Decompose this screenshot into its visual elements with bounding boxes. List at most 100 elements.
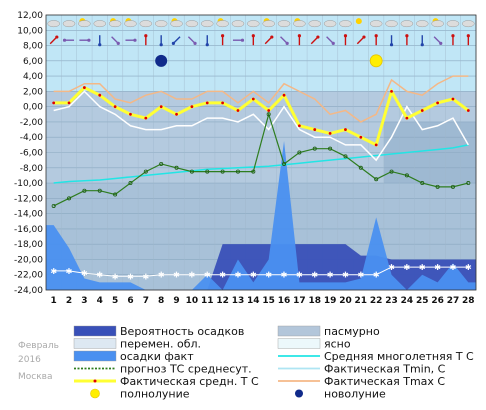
legend-swatch	[73, 325, 117, 337]
series-avg-point	[205, 101, 209, 105]
legend-item: прогноз ТС среднесут.	[74, 363, 252, 376]
legend-label: полнолуние	[120, 388, 190, 401]
legend-label: Вероятность осадков	[120, 325, 244, 338]
snow-mark: ✱	[404, 263, 411, 272]
x-tick-label: 18	[308, 296, 321, 306]
wind-arrow-icon	[374, 34, 378, 46]
snow-mark: ✱	[50, 267, 57, 276]
sun-cloud-icon	[170, 18, 183, 28]
cloud-shape	[462, 20, 475, 28]
wind-arrow-shaft	[187, 36, 196, 44]
y-tick-label: 6,00	[23, 57, 43, 67]
snow-mark: ✱	[357, 271, 364, 280]
precip-area	[46, 141, 476, 290]
cloud-shape	[139, 20, 153, 28]
sun-cloud-icon	[216, 18, 229, 28]
sun-cloud-icon	[78, 18, 91, 28]
wind-arrow-icon	[205, 35, 209, 47]
legend-label: новолуние	[324, 388, 386, 401]
y-tick-label: -20,00	[14, 255, 43, 265]
snow-mark: ✱	[311, 271, 318, 280]
cloud-icon	[416, 20, 429, 28]
x-tick-label: 17	[293, 296, 306, 306]
series-avg-point	[221, 101, 225, 105]
cloud-shape	[400, 20, 414, 28]
cloud-shape	[277, 20, 291, 28]
series-avg-point	[251, 97, 255, 101]
year-label: 2016	[18, 355, 41, 365]
cloud-icon	[62, 20, 76, 28]
series-forecast-point	[435, 184, 440, 189]
series-forecast-point	[189, 169, 194, 174]
wind-arrow-icon	[343, 34, 348, 46]
y-tick-label: -14,00	[14, 210, 43, 220]
cloud-icon	[154, 20, 168, 28]
legend-swatch	[277, 338, 321, 349]
legend-label: пасмурно	[324, 325, 380, 338]
wind-arrow-icon	[389, 35, 394, 47]
series-avg-point	[98, 93, 102, 97]
legend-item: ясно	[277, 338, 351, 351]
series-avg-point	[313, 128, 317, 131]
cloud-icon	[323, 20, 337, 28]
legend-label: Фактическая Tmin, С	[324, 363, 446, 376]
snow-mark: ✱	[373, 271, 380, 280]
sun-cloud-icon	[431, 18, 444, 28]
wind-arrow-shaft	[264, 36, 272, 45]
snow-mark: ✱	[281, 271, 288, 280]
plot-frame	[45, 14, 477, 291]
snow-mark: ✱	[173, 271, 180, 280]
series-forecast-point	[174, 165, 179, 170]
cloud-icon	[385, 20, 398, 28]
series-avg-point	[374, 143, 378, 147]
series-forecast-point	[312, 146, 317, 151]
y-tick-label: -6,00	[20, 149, 44, 159]
wind-arrow-head	[251, 34, 255, 38]
x-tick-label: 4	[97, 296, 103, 306]
series-avg-point	[390, 89, 393, 93]
series-avg-point	[267, 109, 271, 112]
snow-mark: ✱	[419, 263, 426, 272]
legend-item: полнолуние	[90, 388, 190, 401]
series-forecast-point	[374, 177, 379, 182]
series-avg-point	[436, 101, 440, 105]
full-moon-marker	[369, 54, 383, 68]
x-tick-label: 14	[247, 296, 260, 306]
cloud-shape	[216, 20, 229, 28]
wind-arrow-icon	[171, 36, 181, 45]
wind-arrow-icon	[221, 34, 225, 46]
series-forecast-point	[82, 188, 87, 193]
wind-arrow-icon	[159, 35, 163, 47]
cloud-shape	[262, 20, 275, 28]
x-tick-label: 5	[112, 296, 118, 306]
wind-arrow-head	[98, 43, 102, 47]
wind-arrow-icon	[187, 36, 197, 45]
sun-cloud-icon	[124, 18, 137, 28]
snow-mark: ✱	[327, 271, 334, 280]
y-tick-label: -10,00	[14, 179, 43, 189]
x-tick-label: 28	[462, 296, 475, 306]
wind-arrow-icon	[433, 36, 443, 45]
snow-mark: ✱	[112, 272, 119, 281]
cloud-shape	[323, 20, 337, 28]
wind-arrow-head	[270, 35, 274, 39]
cloud-icon	[139, 20, 153, 28]
series-snow-line	[53, 266, 469, 277]
snow-mark: ✱	[219, 271, 226, 280]
snow-mark: ✱	[342, 271, 349, 280]
cloud-icon	[369, 20, 383, 28]
cloud-shape	[170, 20, 183, 28]
wind-arrow-head	[171, 41, 175, 45]
series-avg-point	[52, 101, 56, 105]
x-tick-label: 21	[355, 296, 368, 306]
x-tick-label: 2	[66, 296, 72, 306]
x-tick-label: 24	[401, 296, 414, 306]
snow-mark: ✱	[81, 269, 88, 278]
wind-arrow-head	[316, 35, 320, 39]
wind-arrow-head	[205, 43, 209, 47]
snow-mark: ✱	[142, 272, 149, 281]
x-tick-label: 22	[370, 296, 383, 306]
cloud-shape	[446, 20, 460, 28]
cloud-shape	[47, 20, 60, 28]
snow-mark: ✱	[66, 267, 73, 276]
